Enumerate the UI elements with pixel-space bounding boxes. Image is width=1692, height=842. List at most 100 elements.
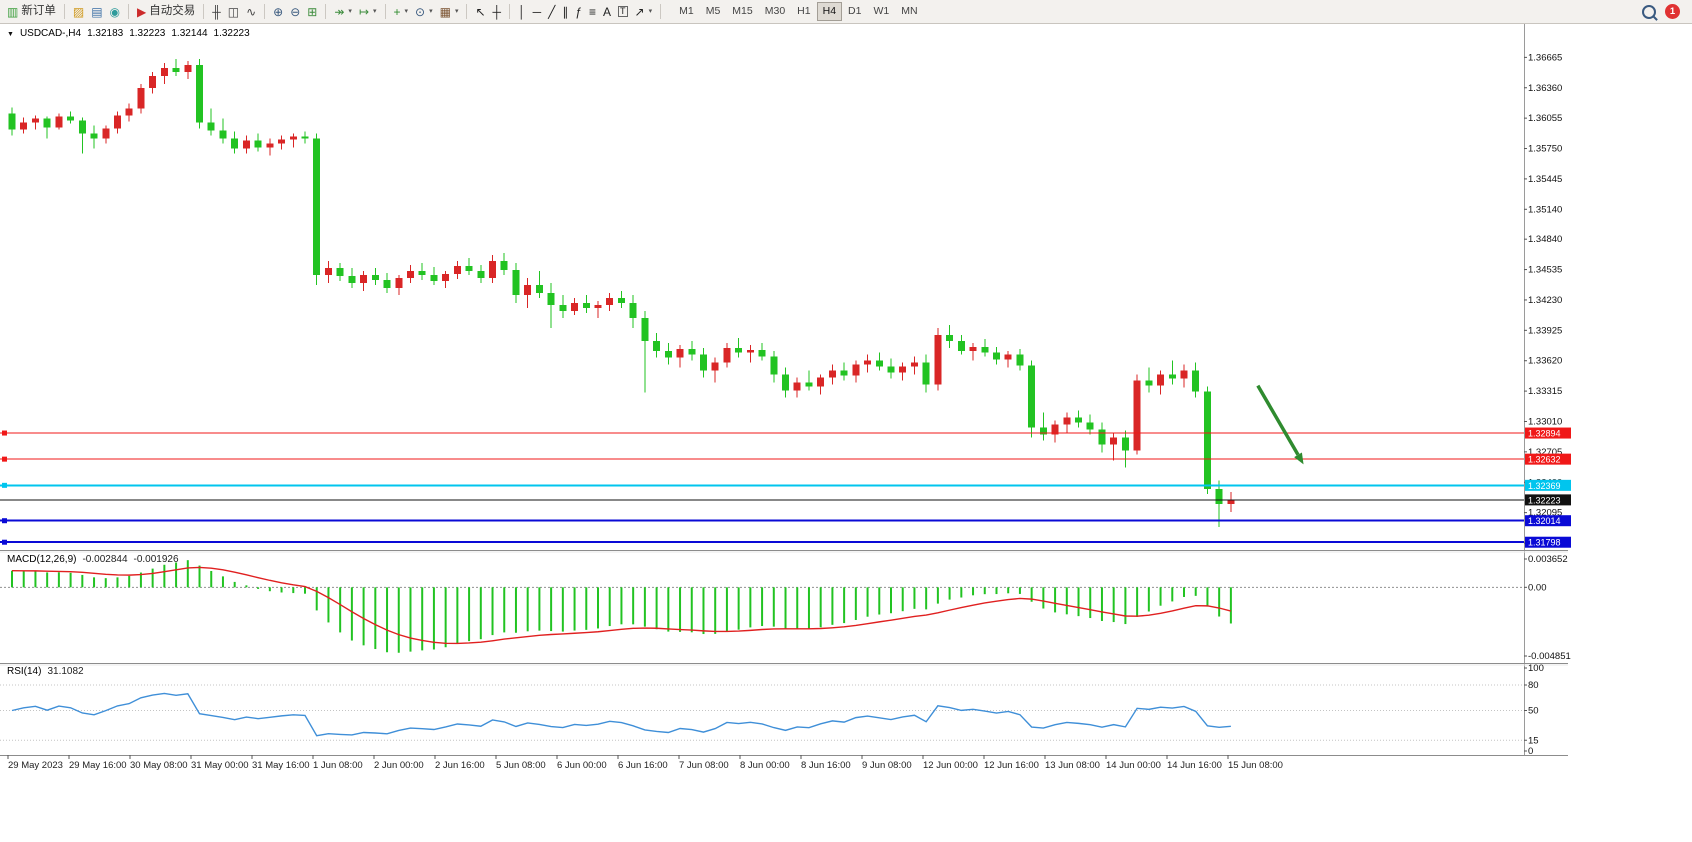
price-tick-label: 1.34535 (1528, 265, 1562, 276)
arrow-annotation-shaft[interactable] (1256, 384, 1300, 456)
hline-handle[interactable] (2, 456, 7, 462)
templates-button[interactable]: ▦ ▾ (437, 4, 462, 20)
date-label: 2 Jun 16:00 (435, 760, 485, 771)
price-badge (1525, 479, 1571, 491)
candle-body (371, 275, 379, 281)
chart-quote-header: ▼ USDCAD-,H4 1.32183 1.32223 1.32144 1.3… (7, 28, 250, 39)
candle-body (899, 366, 907, 373)
quote-high: 1.32223 (129, 28, 166, 39)
text-label-button[interactable]: T (615, 4, 631, 19)
hline-handle[interactable] (2, 482, 7, 488)
date-label: 9 Jun 08:00 (862, 760, 912, 771)
candle-body (418, 271, 426, 276)
date-label: 29 May 2023 (8, 760, 63, 771)
shapes-icon: ≡ (589, 4, 597, 19)
rsi-value: 31.1082 (47, 666, 84, 677)
horizontal-line-button[interactable]: ─ (530, 4, 545, 20)
chevron-down-icon[interactable]: ▾ (454, 8, 459, 15)
autotrading-button[interactable]: ▶ 自动交易 (134, 4, 198, 20)
macd-indicator-label: MACD(12,26,9) -0.002844 -0.001926 (7, 554, 179, 565)
timeframe-m30-button[interactable]: M30 (764, 5, 786, 18)
candle-body (43, 118, 51, 128)
indicators-button[interactable]: + ▾ (391, 4, 412, 20)
chart-shift-button[interactable]: ↦ ▾ (356, 4, 380, 20)
text-button[interactable]: A (600, 4, 614, 20)
candlestick-chart-button[interactable]: ◫ (225, 4, 242, 20)
price-badge (1525, 453, 1571, 465)
rsi-scale-label: 100 (1528, 663, 1544, 674)
candle-body (430, 275, 438, 282)
chevron-down-icon[interactable]: ▾ (404, 8, 409, 15)
channel-button[interactable]: ∥ (559, 4, 571, 20)
chevron-down-icon[interactable]: ▾ (429, 8, 433, 15)
timeframe-m1-button[interactable]: M1 (679, 5, 694, 18)
line-chart-button[interactable]: ∿ (243, 4, 259, 20)
candle-body (805, 382, 813, 387)
arrows-button[interactable]: ↗ ▾ (632, 4, 656, 20)
rsi-name: RSI(14) (7, 666, 42, 677)
zoom-out-button[interactable]: ⊖ (287, 4, 303, 20)
periods-button[interactable]: ⊙ ▾ (412, 4, 436, 20)
hline-handle[interactable] (2, 430, 7, 436)
notification-badge[interactable]: 1 (1665, 4, 1680, 19)
auto-scroll-button[interactable]: ↠ ▾ (331, 4, 355, 20)
hline-handle[interactable] (2, 518, 7, 524)
zoom-in-button[interactable]: ⊕ (270, 4, 286, 20)
rsi-scale-label: 15 (1528, 735, 1539, 746)
candle-body (946, 334, 954, 341)
new-order-button[interactable]: ▥ 新订单 (4, 4, 59, 20)
timeframe-m15-button[interactable]: M15 (732, 5, 753, 18)
timeframe-mn-button[interactable]: MN (901, 5, 918, 18)
zoom-out-icon: ⊖ (290, 4, 301, 19)
fibonacci-button[interactable]: ƒ (572, 4, 585, 20)
candle-body (67, 116, 75, 121)
date-label: 13 Jun 08:00 (1045, 760, 1100, 771)
candle-body (102, 128, 110, 139)
timeframe-h1-button[interactable]: H1 (797, 5, 811, 18)
candle-body (137, 87, 145, 109)
hline-handle[interactable] (2, 539, 7, 545)
new-order-button-label: 新订单 (21, 4, 56, 17)
timeframe-m5-button[interactable]: M5 (705, 5, 721, 18)
vertical-line-button[interactable]: │ (515, 4, 529, 20)
trendline-button[interactable]: ╱ (545, 4, 558, 20)
candle-body (864, 360, 872, 365)
navigator-button[interactable]: ◉ (107, 4, 123, 20)
autotrading-icon: ▶ (137, 4, 147, 19)
bar-chart-button[interactable]: ╫ (209, 4, 224, 20)
candle-body (266, 143, 274, 148)
candle-body (934, 334, 942, 385)
tile-windows-button[interactable]: ⊞ (304, 4, 320, 20)
quote-open: 1.32183 (87, 28, 124, 39)
candle-body (875, 360, 883, 367)
profiles-button[interactable]: ▨ (70, 4, 87, 20)
timeframe-d1-button[interactable]: D1 (848, 5, 862, 18)
timeframe-w1-button[interactable]: W1 (873, 5, 890, 18)
shapes-button[interactable]: ≡ (586, 4, 599, 20)
chevron-down-icon[interactable]: ▾ (348, 8, 352, 15)
auto-scroll-icon: ↠ (334, 4, 345, 19)
candle-body (383, 280, 391, 288)
market-watch-button[interactable]: ▤ (88, 4, 105, 20)
candle-body (31, 118, 39, 123)
chevron-down-icon[interactable]: ▾ (373, 8, 377, 15)
price-tick-label: 1.34230 (1528, 295, 1562, 306)
chart-shift-icon: ↦ (358, 4, 369, 19)
candle-body (606, 297, 614, 305)
arrow-annotation-head[interactable] (1294, 452, 1304, 465)
search-icon[interactable] (1642, 4, 1656, 19)
cursor-button[interactable]: ↖ (472, 4, 488, 20)
rsi-scale-label: 50 (1528, 706, 1539, 717)
collapse-arrow-icon[interactable]: ▼ (7, 31, 14, 38)
candle-body (1110, 437, 1118, 445)
date-label: 30 May 08:00 (130, 760, 188, 771)
toolbar-separator (509, 4, 511, 19)
timeframe-h4-button[interactable]: H4 (816, 2, 843, 21)
candle-body (406, 271, 414, 279)
crosshair-button[interactable]: ┼ (490, 4, 505, 20)
chevron-down-icon[interactable]: ▾ (648, 8, 653, 15)
candle-body (207, 122, 215, 131)
candle-body (957, 340, 965, 351)
